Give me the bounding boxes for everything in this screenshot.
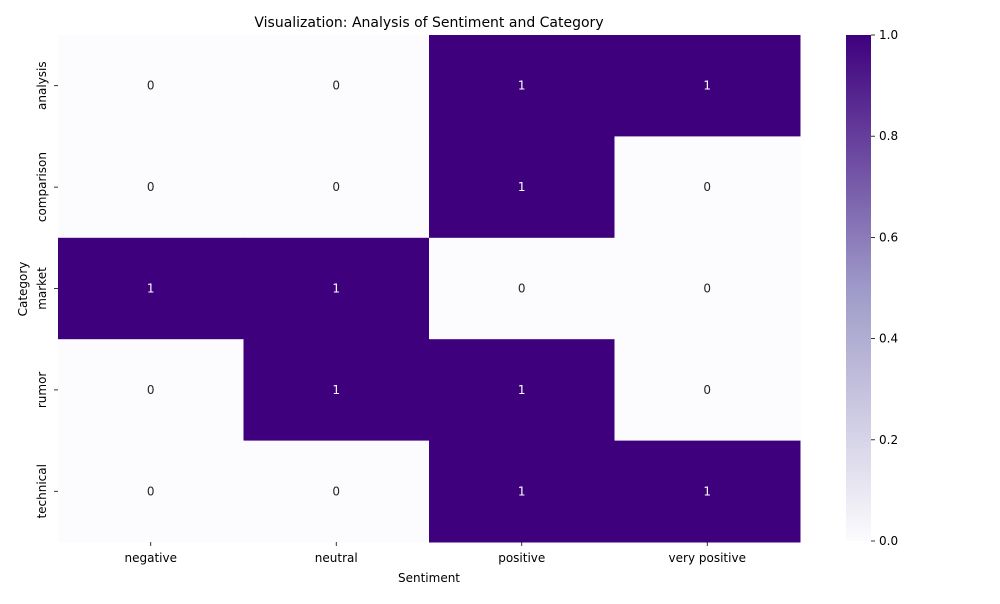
chart-title: Visualization: Analysis of Sentiment and…: [254, 15, 603, 31]
cell-value-label: 1: [703, 79, 711, 93]
heatmap-cell: [243, 35, 430, 137]
heatmap-cell: [243, 237, 430, 340]
cell-value-label: 0: [518, 282, 526, 296]
heatmap-cell: [614, 35, 801, 137]
y-tick-label: technical: [35, 464, 49, 519]
colorbar: 0.0 0.2 0.4 0.6 0.8 1.0: [846, 28, 898, 548]
cell-value-label: 0: [147, 79, 155, 93]
heatmap-cell: [614, 339, 801, 442]
heatmap-cell: [429, 339, 615, 442]
heatmap-cell: [429, 35, 615, 137]
heatmap-cell: [429, 136, 615, 239]
heatmap-cell: [614, 440, 801, 543]
cell-value-label: 1: [518, 484, 526, 498]
cell-value-label: 1: [518, 383, 526, 397]
cell-value-label: 1: [518, 180, 526, 194]
cell-value-label: 0: [332, 79, 340, 93]
heatmap-cell: [243, 440, 430, 543]
cell-value-label: 0: [703, 282, 711, 296]
x-axis: negative neutral positive very positive: [125, 542, 746, 565]
cell-value-label: 0: [147, 180, 155, 194]
heatmap-cell: [429, 237, 615, 340]
heatmap-cell: [58, 237, 244, 340]
colorbar-tick-label: 0.2: [879, 433, 898, 447]
cell-value-label: 0: [703, 383, 711, 397]
colorbar-tick-label: 0.0: [879, 534, 898, 548]
x-tick-label: neutral: [315, 551, 358, 565]
x-axis-label: Sentiment: [398, 571, 460, 585]
y-tick-label: market: [35, 267, 49, 310]
heatmap-cell: [58, 136, 244, 239]
heatmap-cell: [58, 35, 244, 137]
heatmap-cell: [429, 440, 615, 543]
cell-annotations: 0 0 1 1 0 0 1 0 1 1 0 0 0 1 1 0 0 0 1 1: [147, 79, 711, 499]
y-tick-label: comparison: [35, 152, 49, 222]
y-tick-label: rumor: [35, 372, 49, 409]
colorbar-scale: [846, 35, 871, 541]
cell-value-label: 1: [147, 282, 155, 296]
x-tick-label: negative: [125, 551, 177, 565]
heatmap-cell: [614, 237, 801, 340]
heatmap-cell: [243, 136, 430, 239]
heatmap-cell: [58, 339, 244, 442]
cell-value-label: 0: [332, 180, 340, 194]
x-tick-label: positive: [498, 551, 545, 565]
cell-value-label: 0: [703, 180, 711, 194]
heatmap-cell: [614, 136, 801, 239]
colorbar-tick-label: 1.0: [879, 28, 898, 42]
cell-value-label: 1: [518, 79, 526, 93]
heatmap-cell: [58, 440, 244, 543]
cell-value-label: 1: [332, 282, 340, 296]
heatmap-cell: [243, 339, 430, 442]
cell-value-label: 0: [147, 383, 155, 397]
cell-value-label: 1: [332, 383, 340, 397]
y-axis-label: Category: [16, 262, 30, 317]
heatmap-cells: [58, 35, 801, 543]
y-tick-label: analysis: [35, 61, 49, 110]
colorbar-tick-label: 0.6: [879, 230, 898, 244]
cell-value-label: 1: [703, 484, 711, 498]
cell-value-label: 0: [332, 484, 340, 498]
x-tick-label: very positive: [669, 551, 746, 565]
cell-value-label: 0: [147, 484, 155, 498]
colorbar-tick-label: 0.4: [879, 332, 898, 346]
colorbar-tick-label: 0.8: [879, 129, 898, 143]
y-axis: analysis comparison market rumor technical: [35, 61, 58, 519]
